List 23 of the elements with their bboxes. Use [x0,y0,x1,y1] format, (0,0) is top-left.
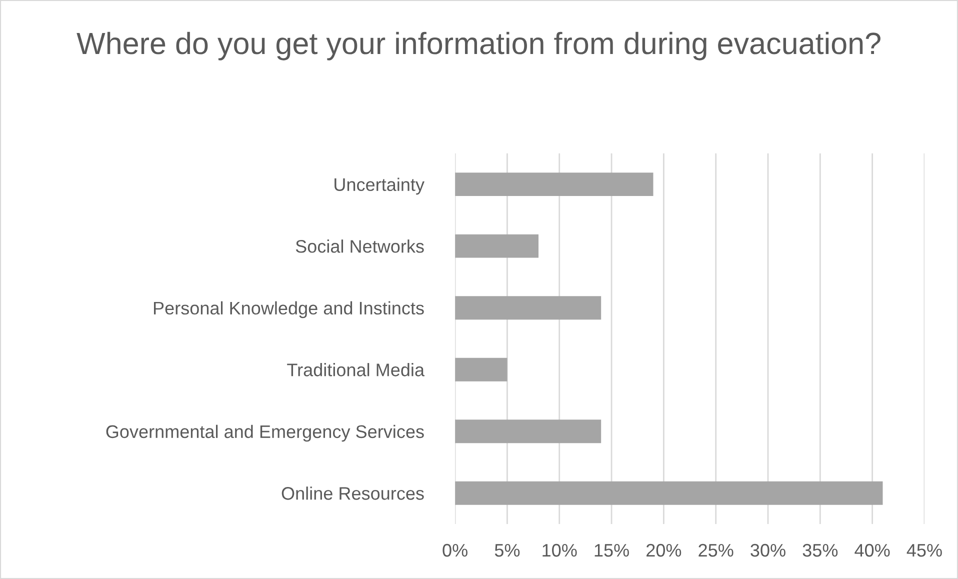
bar [455,358,508,382]
bar [455,481,883,505]
x-tick-label: 40% [854,544,890,557]
bar [455,172,654,196]
y-tick-label: Online Resources [282,486,424,500]
bar [455,234,538,258]
y-tick-label: Governmental and Emergency Services [106,424,424,442]
x-tick-label: 0% [442,544,468,557]
x-tick-label: 25% [698,544,734,557]
x-tick-label: 30% [750,544,786,557]
bar [455,296,602,320]
x-tick-label: 10% [542,544,577,557]
y-tick-label: Traditional Media [287,363,425,376]
x-tick-label: 45% [906,544,942,557]
x-tick-label: 35% [802,544,838,557]
chart-title: Where do you get your information from during evacuation? [76,32,880,60]
x-tick-label: 5% [494,544,520,557]
x-tick-label: 15% [594,544,629,557]
y-tick-label: Social Networks [296,240,424,253]
y-tick-label: Personal Knowledge and Instincts [154,301,424,318]
y-tick-label: Uncertainty [334,178,424,195]
x-tick-label: 20% [646,544,682,557]
bar [455,420,602,444]
